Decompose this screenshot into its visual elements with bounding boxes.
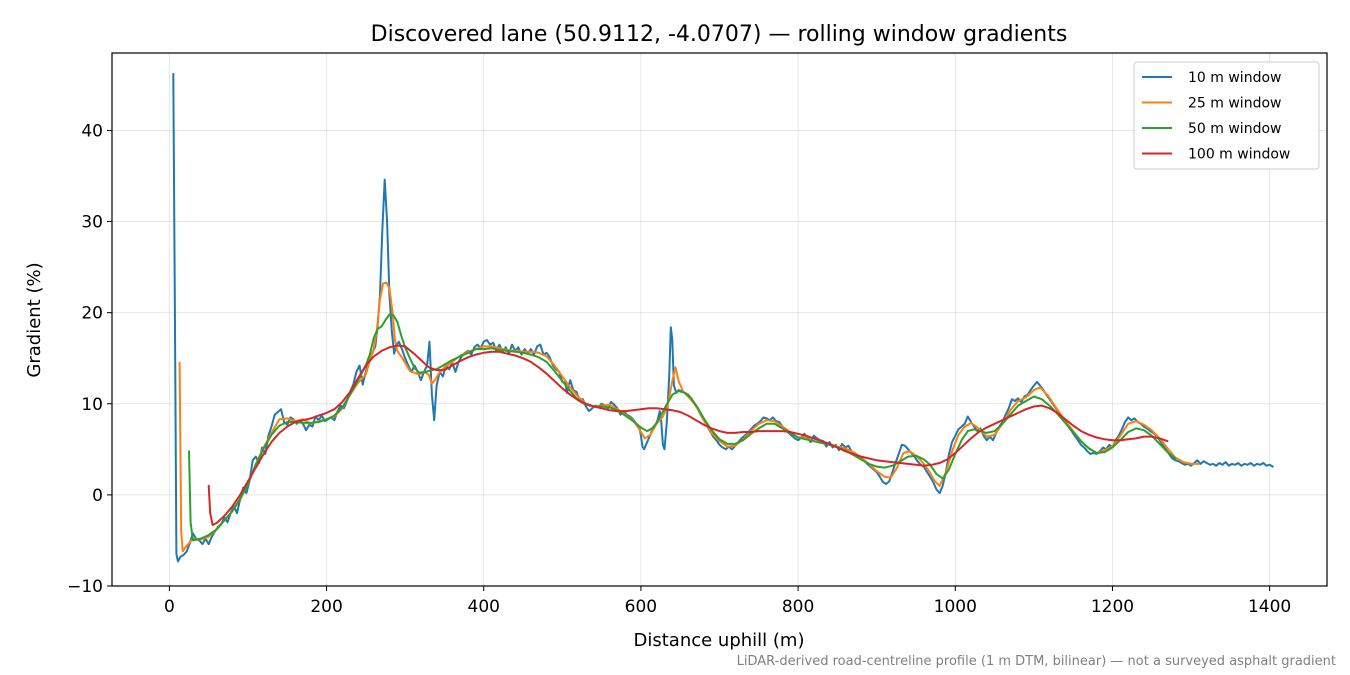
- series-line-100-m-window: [207, 344, 1169, 526]
- x-tick-label: 1000: [934, 597, 977, 617]
- x-tick-label: 200: [310, 597, 342, 617]
- legend-label: 25 m window: [1188, 96, 1281, 112]
- x-tick-label: 1200: [1091, 597, 1134, 617]
- x-tick-label: 400: [468, 597, 500, 617]
- legend: 10 m window 25 m window 50 m window 100 m w…: [1133, 61, 1320, 170]
- x-tick-label: 0: [164, 597, 175, 617]
- x-tick-label: 1400: [1248, 597, 1291, 617]
- x-tick-label: 800: [782, 597, 814, 617]
- y-tick-label: 40: [81, 121, 103, 141]
- y-axis-label: Gradient (%): [24, 262, 45, 377]
- footnote: LiDAR-derived road-centreline profile (1…: [737, 654, 1336, 669]
- x-axis-label: Distance uphill (m): [634, 630, 805, 651]
- ticks: 0 200 400 600 800 1000 1200 1400 −10 0 10 20 30 40: [67, 121, 1291, 617]
- x-tick-label: 600: [625, 597, 657, 617]
- y-tick-label: 0: [92, 486, 103, 506]
- y-tick-label: 20: [81, 304, 103, 324]
- chart-title: Discovered lane (50.9112, -4.0707) — rol…: [371, 22, 1068, 47]
- plot-frame: [111, 52, 1328, 587]
- series-group: [172, 73, 1274, 563]
- legend-label: 50 m window: [1188, 121, 1281, 137]
- y-tick-label: −10: [67, 577, 103, 597]
- legend-box: [1133, 61, 1320, 170]
- y-tick-label: 10: [81, 395, 103, 415]
- legend-label: 100 m window: [1188, 147, 1290, 163]
- legend-label: 10 m window: [1188, 70, 1281, 86]
- y-tick-label: 30: [81, 213, 103, 233]
